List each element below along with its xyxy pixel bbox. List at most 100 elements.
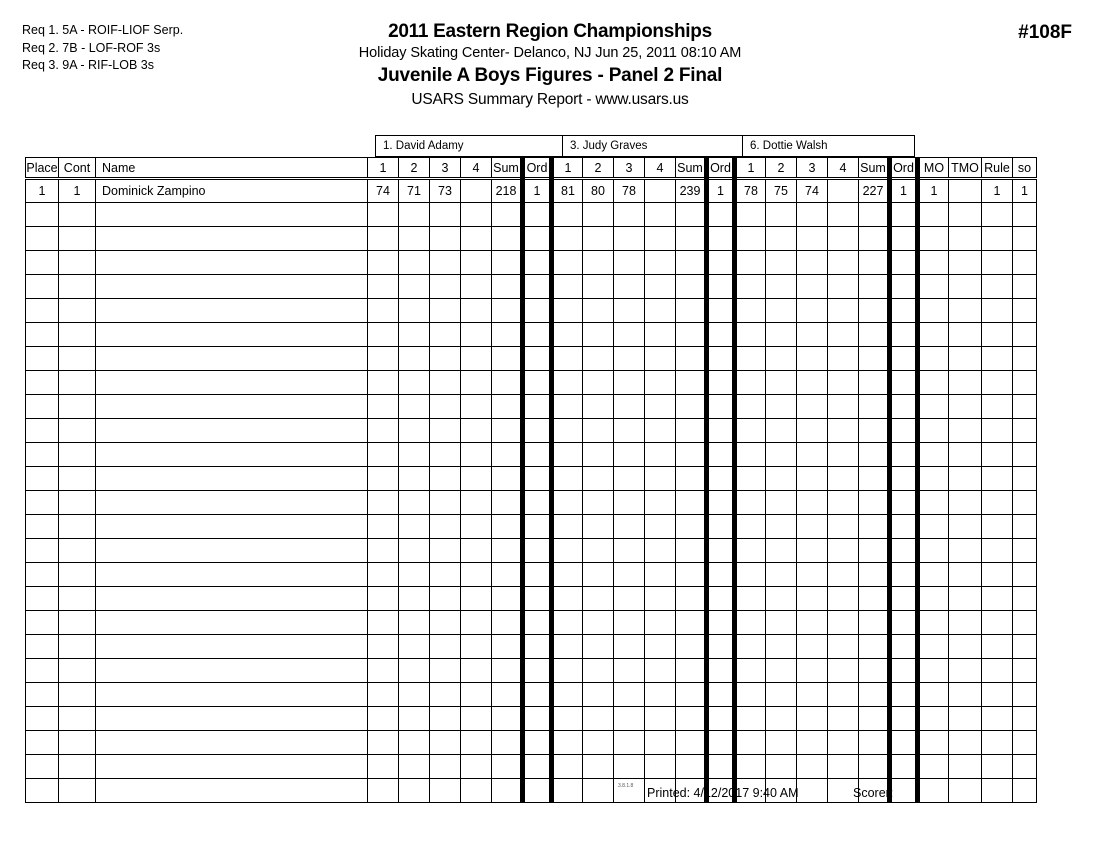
cell-empty xyxy=(582,538,614,563)
table-row-empty xyxy=(25,562,1037,587)
cell-empty xyxy=(827,322,859,347)
table-row-empty xyxy=(25,754,1037,779)
cell-empty xyxy=(644,658,676,683)
cell-empty xyxy=(520,610,554,635)
cell-empty xyxy=(887,658,920,683)
cell-empty xyxy=(734,706,766,731)
cell-empty xyxy=(429,466,461,491)
cell-empty xyxy=(948,250,982,275)
cell-empty xyxy=(429,418,461,443)
cell-empty xyxy=(887,682,920,707)
cell-empty xyxy=(613,514,645,539)
header-j1-ord: Ord xyxy=(520,157,554,180)
cell-empty xyxy=(796,754,828,779)
cell-empty xyxy=(520,226,554,251)
cell-empty xyxy=(887,490,920,515)
cell-empty xyxy=(398,514,430,539)
cell-empty xyxy=(95,442,368,467)
venue-datetime-line: Holiday Skating Center- Delanco, NJ Jun … xyxy=(358,45,742,61)
table-row-empty xyxy=(25,658,1037,683)
event-title: 2011 Eastern Region Championships xyxy=(388,21,712,42)
table-row-empty xyxy=(25,730,1037,755)
cell-empty xyxy=(95,514,368,539)
cell-empty xyxy=(25,418,59,443)
cell-empty xyxy=(917,274,949,299)
cell-empty xyxy=(398,370,430,395)
cell-empty xyxy=(887,730,920,755)
cell-empty xyxy=(948,538,982,563)
table-row-empty xyxy=(25,394,1037,419)
cell-empty xyxy=(1012,706,1037,731)
cell-empty xyxy=(95,370,368,395)
cell-empty xyxy=(675,298,707,323)
cell-empty xyxy=(704,634,737,659)
cell-empty xyxy=(551,730,583,755)
cell-empty xyxy=(520,538,554,563)
cell-empty xyxy=(95,226,368,251)
cell-empty xyxy=(981,466,1013,491)
cell-j3-score-4 xyxy=(827,178,859,203)
cell-empty xyxy=(917,466,949,491)
header-j1-score-2: 2 xyxy=(398,157,430,180)
cell-empty xyxy=(827,730,859,755)
cell-empty xyxy=(675,562,707,587)
cell-j2-score-2: 80 xyxy=(582,178,614,203)
cell-empty xyxy=(491,274,523,299)
cell-empty xyxy=(827,442,859,467)
cell-empty xyxy=(1012,538,1037,563)
cell-empty xyxy=(796,778,828,803)
cell-empty xyxy=(551,298,583,323)
cell-empty xyxy=(765,682,797,707)
cell-empty xyxy=(491,706,523,731)
cell-empty xyxy=(917,298,949,323)
cell-empty xyxy=(491,634,523,659)
cell-empty xyxy=(551,682,583,707)
table-row-empty xyxy=(25,250,1037,275)
cell-empty xyxy=(25,490,59,515)
cell-empty xyxy=(858,562,890,587)
cell-empty xyxy=(582,562,614,587)
cell-empty xyxy=(704,202,737,227)
cell-empty xyxy=(765,250,797,275)
header-j1-score-3: 3 xyxy=(429,157,461,180)
cell-empty xyxy=(58,466,96,491)
cell-empty xyxy=(460,370,492,395)
cell-empty xyxy=(704,370,737,395)
cell-empty xyxy=(367,586,399,611)
cell-empty xyxy=(1012,562,1037,587)
header-j3-score-3: 3 xyxy=(796,157,828,180)
cell-empty xyxy=(765,538,797,563)
cell-empty xyxy=(796,418,828,443)
cell-empty xyxy=(582,730,614,755)
cell-empty xyxy=(644,394,676,419)
cell-empty xyxy=(827,226,859,251)
cell-empty xyxy=(917,442,949,467)
cell-empty xyxy=(796,322,828,347)
cell-empty xyxy=(58,682,96,707)
cell-empty xyxy=(95,634,368,659)
cell-empty xyxy=(613,418,645,443)
cell-name: Dominick Zampino xyxy=(95,178,368,203)
cell-empty xyxy=(734,610,766,635)
cell-empty xyxy=(765,298,797,323)
table-row-empty xyxy=(25,226,1037,251)
cell-empty xyxy=(429,514,461,539)
cell-empty xyxy=(491,322,523,347)
cell-empty xyxy=(644,442,676,467)
cell-empty xyxy=(917,778,949,803)
cell-empty xyxy=(429,226,461,251)
cell-empty xyxy=(704,226,737,251)
cell-empty xyxy=(491,250,523,275)
footer: 3.8.1.8 Printed: 4/12/2017 9:40 AM Score… xyxy=(25,783,1032,805)
cell-empty xyxy=(981,538,1013,563)
cell-empty xyxy=(704,442,737,467)
cell-empty xyxy=(551,586,583,611)
cell-empty xyxy=(491,538,523,563)
cell-empty xyxy=(460,226,492,251)
header-j1-sum: Sum xyxy=(491,157,523,180)
cell-empty xyxy=(460,466,492,491)
cell-empty xyxy=(917,490,949,515)
cell-empty xyxy=(948,346,982,371)
cell-empty xyxy=(644,226,676,251)
cell-empty xyxy=(58,490,96,515)
